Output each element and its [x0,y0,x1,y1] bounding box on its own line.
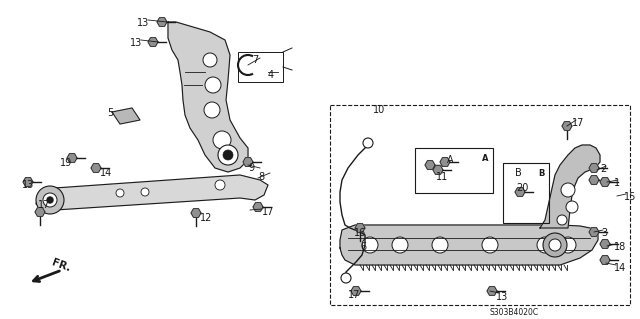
Text: 13: 13 [496,292,508,302]
Text: FR.: FR. [50,258,72,274]
Text: B: B [538,169,544,178]
Polygon shape [148,38,158,46]
Circle shape [482,237,498,253]
Text: A: A [447,155,454,165]
Text: 17: 17 [348,290,360,300]
Circle shape [363,138,373,148]
Text: 14: 14 [614,263,627,273]
Text: 13: 13 [130,38,142,48]
Polygon shape [112,108,140,124]
Polygon shape [168,22,248,172]
Circle shape [543,233,567,257]
Polygon shape [157,18,167,26]
Polygon shape [91,164,101,172]
Polygon shape [515,188,525,196]
Text: 12: 12 [200,213,212,223]
Text: 17: 17 [38,200,51,210]
Text: 17: 17 [572,118,584,128]
Polygon shape [35,208,45,216]
Text: 6: 6 [360,242,366,252]
Polygon shape [191,209,201,217]
Polygon shape [600,240,610,248]
Text: 5: 5 [107,108,113,118]
Text: 8: 8 [258,172,264,182]
Text: 7: 7 [252,55,259,65]
Polygon shape [589,164,599,172]
Text: B: B [515,168,522,178]
Circle shape [341,273,351,283]
Circle shape [205,77,221,93]
Circle shape [392,237,408,253]
Circle shape [223,150,233,160]
Circle shape [549,239,561,251]
Bar [238,52,283,82]
Polygon shape [425,161,435,169]
Circle shape [204,102,220,118]
Polygon shape [433,166,443,174]
Circle shape [432,237,448,253]
Text: 18: 18 [614,242,627,252]
Circle shape [560,237,576,253]
Circle shape [36,186,64,214]
Circle shape [116,189,124,197]
Text: 3: 3 [601,228,607,238]
Polygon shape [440,158,450,166]
Text: 19: 19 [60,158,72,168]
Text: 4: 4 [268,70,274,80]
Circle shape [213,131,231,149]
Text: 13: 13 [137,18,149,28]
Polygon shape [600,256,610,264]
Text: 13: 13 [22,180,35,190]
Text: S303B4020C: S303B4020C [490,308,539,317]
Polygon shape [243,158,253,166]
Polygon shape [67,154,77,162]
Polygon shape [562,122,572,130]
Polygon shape [589,228,599,236]
Circle shape [561,183,575,197]
Circle shape [566,201,578,213]
Polygon shape [23,178,33,186]
Polygon shape [600,178,610,186]
Circle shape [203,53,217,67]
Polygon shape [487,287,497,295]
Bar [503,163,549,223]
Text: 16: 16 [354,228,366,238]
Text: 1: 1 [614,178,620,188]
Bar [415,148,493,193]
Circle shape [215,180,225,190]
Polygon shape [253,203,263,211]
Circle shape [537,237,553,253]
Polygon shape [589,176,599,184]
Circle shape [362,237,378,253]
Text: A: A [482,154,488,163]
Polygon shape [355,224,365,232]
Circle shape [557,215,567,225]
Text: 10: 10 [373,105,385,115]
Text: 17: 17 [262,207,275,217]
Circle shape [141,188,149,196]
Text: 9: 9 [248,163,254,173]
Bar [330,105,630,305]
Polygon shape [36,175,268,210]
Polygon shape [340,225,598,265]
Text: 2: 2 [600,164,606,174]
Polygon shape [351,287,361,295]
Circle shape [218,145,238,165]
Text: 15: 15 [624,192,636,202]
Circle shape [43,193,57,207]
Text: 14: 14 [100,168,112,178]
Text: 11: 11 [436,172,448,182]
Polygon shape [540,145,600,228]
Circle shape [47,197,53,203]
Text: 20: 20 [516,183,529,193]
